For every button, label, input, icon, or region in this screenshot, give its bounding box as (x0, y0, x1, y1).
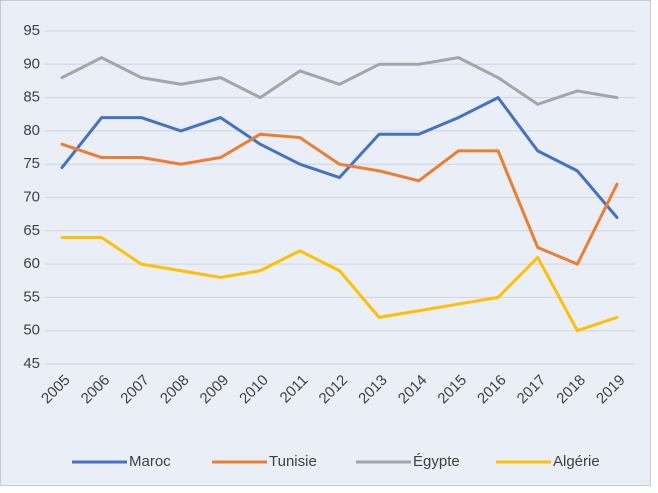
y-tick-label: 85 (23, 89, 40, 106)
series-line (60, 235, 619, 333)
y-tick-label: 75 (23, 155, 40, 172)
y-tick-label: 65 (23, 222, 40, 239)
y-tick-label: 80 (23, 122, 40, 139)
y-tick-label: 55 (23, 288, 40, 305)
series-line (60, 132, 619, 266)
legend-label: Tunisie (269, 453, 317, 470)
y-tick-label: 70 (23, 188, 40, 205)
y-tick-label: 60 (23, 255, 40, 272)
y-tick-label: 95 (23, 22, 40, 39)
chart-background (0, 0, 651, 486)
legend-label: Maroc (129, 453, 171, 470)
y-tick-label: 50 (23, 322, 40, 339)
series-line (60, 56, 619, 106)
y-tick-label: 45 (23, 355, 40, 372)
legend-label: Égypte (413, 453, 460, 470)
series-line (60, 96, 619, 219)
y-tick-label: 90 (23, 55, 40, 72)
legend-label: Algérie (553, 453, 600, 470)
